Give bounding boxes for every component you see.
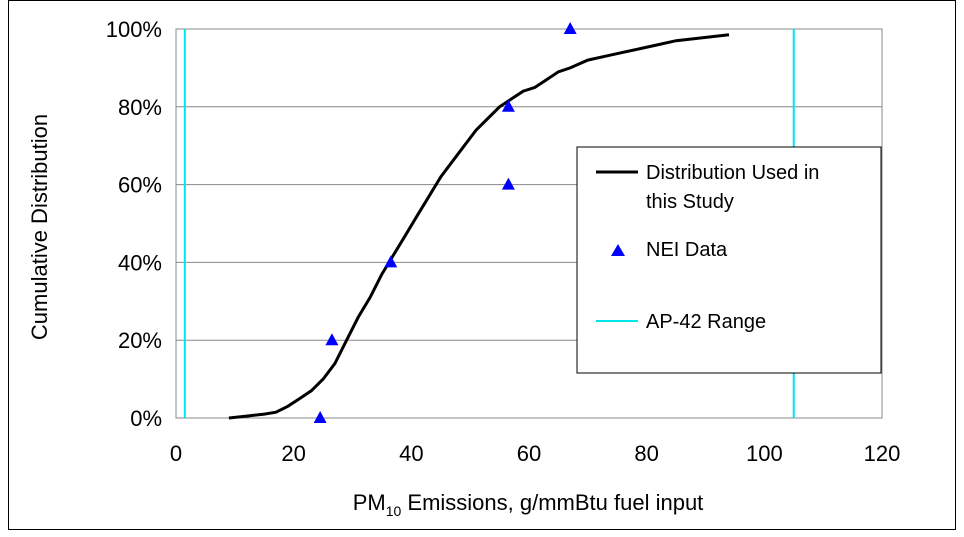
y-axis-ticks: 0% 20% 40% 60% 80% 100% [106,17,162,431]
x-axis-title-subscript: 10 [386,503,402,519]
x-tick-label: 100 [746,441,783,466]
nei-data-point [325,333,339,346]
y-tick-label: 0% [130,406,162,431]
nei-data-point [501,177,515,190]
y-tick-label: 40% [118,250,162,275]
y-tick-label: 100% [106,17,162,42]
x-tick-label: 80 [634,441,658,466]
legend-label-distribution-line2: this Study [646,191,734,213]
x-tick-label: 20 [281,441,305,466]
x-axis-ticks: 0 20 40 60 80 100 120 [170,441,900,466]
legend-triangle-swatch [611,244,625,256]
x-axis-title: PM10 Emissions, g/mmBtu fuel input [353,490,704,519]
nei-points [313,22,577,423]
legend-label-distribution-line1: Distribution Used in [646,162,819,184]
x-tick-label: 40 [399,441,423,466]
y-tick-label: 80% [118,95,162,120]
x-tick-label: 120 [864,441,901,466]
legend-label-ap42: AP-42 Range [646,311,766,333]
legend: Distribution Used in this Study NEI Data… [576,146,882,374]
x-tick-label: 0 [170,441,182,466]
legend-label-nei: NEI Data [646,239,728,261]
legend-box [576,146,882,374]
x-axis-title-main: PM [353,490,386,515]
x-tick-label: 60 [517,441,541,466]
nei-data-point [384,255,398,268]
y-tick-label: 20% [118,328,162,353]
y-axis-title: Cumulative Distribution [27,114,52,340]
nei-data-point [563,22,577,34]
nei-data-point [501,99,515,112]
x-axis-title-rest: Emissions, g/mmBtu fuel input [401,490,703,515]
y-tick-label: 60% [118,173,162,198]
nei-data-point [313,411,327,423]
distribution-line [228,33,730,420]
